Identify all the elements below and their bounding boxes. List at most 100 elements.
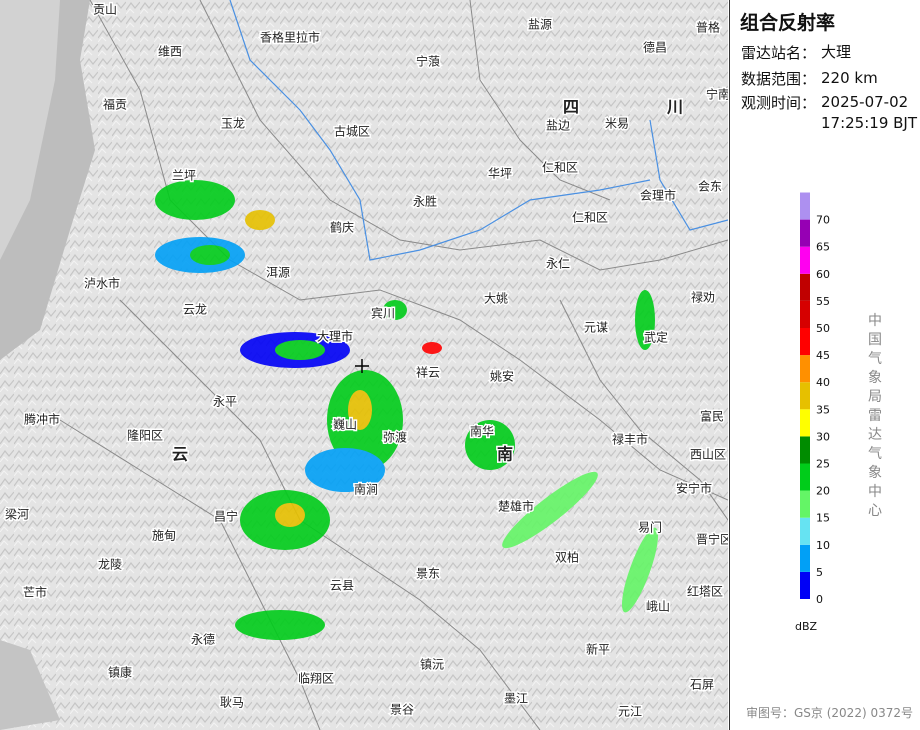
place-name: 洱源 (266, 266, 290, 280)
place-name: 石屏 (690, 678, 714, 692)
boundaries (59, 0, 728, 730)
place-name: 大姚 (484, 292, 508, 306)
legend-swatch (800, 219, 810, 247)
info-value-line: 大理 (821, 43, 852, 61)
legend-label: 20 (816, 485, 830, 498)
place-name: 施甸 (152, 529, 176, 543)
place-name: 米易 (605, 117, 629, 131)
legend-swatch (800, 517, 810, 545)
place-name: 盐源 (528, 18, 552, 32)
legend-swatch (800, 436, 810, 464)
place-name: 会理市 (640, 188, 676, 203)
terrain (0, 0, 728, 730)
legend-label: 40 (816, 376, 830, 389)
legend-swatch (800, 246, 810, 274)
info-value-line: 17:25:19 BJT (821, 114, 918, 132)
place-name: 龙陵 (98, 558, 122, 572)
radar-site (355, 359, 369, 373)
info-label: 雷达站名： (741, 44, 817, 62)
place-name: 古城区 (334, 124, 370, 139)
place-name: 会东 (698, 180, 722, 194)
place-name: 安宁市 (676, 481, 712, 496)
legend-swatch (800, 382, 810, 410)
place-name: 大理市 (317, 329, 353, 344)
place-name: 隆阳区 (127, 428, 163, 443)
info-label: 观测时间： (741, 94, 817, 112)
legend-swatch (800, 300, 810, 328)
place-name: 楚雄市 (498, 499, 534, 514)
place-name: 德昌 (643, 40, 667, 55)
place-name: 永胜 (413, 194, 437, 209)
place-name: 梁河 (5, 507, 29, 522)
legend-swatch (800, 544, 810, 572)
place-name: 云龙 (183, 303, 207, 317)
info-label: 数据范围： (741, 70, 817, 88)
info-row: 雷达站名： 大理 (741, 42, 851, 63)
legend-label: 25 (816, 458, 830, 471)
place-name: 昌宁 (214, 509, 238, 524)
info-value: 2025-07-02 17:25:19 BJT (821, 92, 917, 134)
legend-swatch (800, 571, 810, 599)
legend-swatch (800, 328, 810, 356)
place-name: 景谷 (390, 703, 414, 717)
place-name: 墨江 (504, 692, 528, 706)
place-name: 祥云 (416, 366, 440, 380)
place-name: 红塔区 (687, 584, 723, 599)
place-name: 峨山 (646, 600, 670, 614)
legend-label: 65 (816, 241, 830, 254)
place-name: 西山区 (690, 448, 726, 462)
border-region (0, 640, 60, 730)
place-name: 宁南 (706, 87, 728, 102)
legend-swatch (800, 192, 810, 220)
place-name: 临翔区 (298, 672, 334, 686)
legend: 0 5 10 15 20 25 30 35 40 45 50 55 60 65 70 dBZ (795, 192, 830, 633)
legend-swatch (800, 409, 810, 437)
place-name: 禄劝 (691, 290, 715, 305)
legend-label: 5 (816, 566, 823, 579)
place-name: 禄丰市 (612, 432, 648, 447)
info-panel: 组合反射率 雷达站名： 大理数据范围： 220 km 观测时间： 2025-07-02 1… (729, 0, 920, 730)
place-name: 南华 (470, 424, 494, 439)
place-name: 永仁 (546, 257, 570, 271)
place-name: 巍山 (333, 418, 357, 432)
place-name: 南涧 (354, 482, 378, 497)
legend-swatch (800, 490, 810, 518)
credit: 中国气象局雷达气象中心 (868, 313, 882, 519)
rivers (229, 0, 728, 261)
place-name: 富民 (700, 409, 724, 424)
place-name: 玉龙 (221, 117, 245, 131)
place-name: 芒市 (23, 585, 47, 600)
place-name: 云县 (330, 579, 354, 593)
place-name: 晋宁区 (696, 532, 728, 547)
echoes (155, 180, 659, 640)
place-name: 四 (563, 98, 579, 117)
place-name: 仁和区 (572, 211, 608, 225)
place-name: 南 (497, 445, 513, 464)
approval: 审图号：GS京 (2022) 0372号 (746, 706, 913, 720)
place-name: 元江 (618, 705, 642, 719)
place-name: 兰坪 (172, 169, 196, 183)
place-name: 福贡 (103, 97, 127, 112)
legend-label: 60 (816, 268, 830, 281)
place-name: 鹤庆 (330, 220, 354, 235)
place-name: 镇康 (108, 665, 132, 680)
info-row: 观测时间： 2025-07-02 17:25:19 BJT (741, 92, 917, 134)
place-name: 普格 (696, 20, 720, 35)
info-value-line: 2025-07-02 (821, 93, 909, 111)
place-name: 景东 (416, 567, 440, 581)
place-name: 镇沅 (420, 658, 444, 672)
legend-label: 0 (816, 593, 823, 606)
place-name: 盐边 (546, 119, 570, 133)
title: 组合反射率 (740, 12, 836, 34)
place-name: 永德 (191, 632, 215, 647)
legend-swatch (800, 273, 810, 301)
info-row: 数据范围： 220 km (741, 68, 878, 89)
place-name: 易门 (638, 520, 662, 535)
place-name: 元谋 (584, 321, 608, 335)
legend-swatch (800, 355, 810, 383)
legend-label: 50 (816, 322, 830, 335)
place-name: 武定 (644, 330, 668, 345)
place-name: 姚安 (490, 369, 514, 384)
